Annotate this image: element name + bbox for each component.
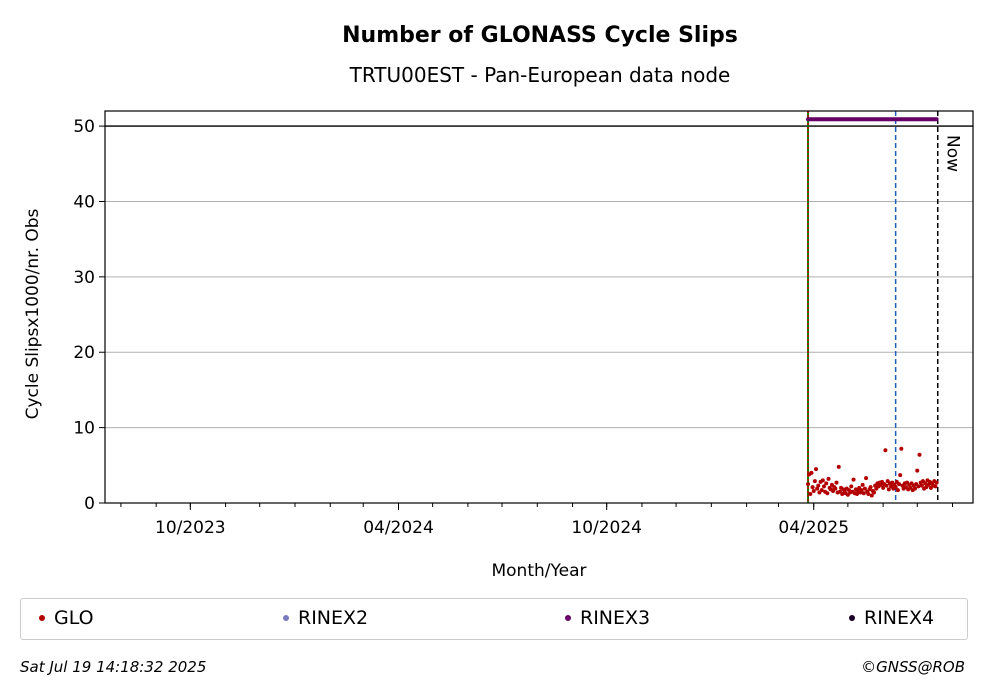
data-points: [806, 117, 939, 498]
y-axis-ticks: 0 10 20 30 40 50: [73, 117, 105, 514]
data-point-glo: [815, 486, 820, 491]
now-label: Now: [943, 135, 963, 172]
x-tick-label: 10/2024: [571, 518, 642, 538]
data-point-glo: [898, 473, 903, 478]
legend: GLO RINEX2 RINEX3 RINEX4: [20, 598, 968, 640]
data-point-glo: [825, 491, 830, 496]
legend-item-rinex2: RINEX2: [283, 607, 368, 629]
legend-label-glo: GLO: [54, 607, 94, 629]
data-point-glo: [919, 483, 924, 488]
data-point-glo: [899, 446, 904, 451]
data-point-glo: [836, 464, 841, 469]
data-point-glo: [833, 486, 838, 491]
data-point-glo: [824, 481, 829, 486]
data-point-glo: [933, 484, 938, 489]
data-point-glo: [834, 480, 839, 485]
legend-item-glo: GLO: [39, 607, 94, 629]
y-tick-label: 0: [84, 494, 95, 514]
data-point-glo: [821, 484, 826, 489]
gridlines: [105, 125, 973, 429]
x-tick-label: 04/2024: [363, 518, 434, 538]
y-tick-label: 30: [73, 268, 95, 288]
data-point-glo: [886, 487, 891, 492]
data-point-glo: [893, 485, 898, 490]
data-point-glo: [926, 482, 931, 487]
data-point-glo: [878, 482, 883, 487]
y-tick-label: 40: [73, 192, 95, 212]
data-point-glo: [854, 491, 859, 496]
data-point-glo: [862, 486, 867, 491]
data-point-glo: [869, 493, 874, 498]
data-point-glo: [816, 483, 821, 488]
data-point-glo: [864, 476, 869, 481]
footer-credit: ©GNSS@ROB: [861, 658, 965, 676]
data-point-glo: [860, 482, 865, 487]
x-axis-ticks: 10/2023 04/2024 10/2024 04/2025: [120, 503, 954, 538]
data-point-glo: [849, 484, 854, 489]
data-point-glo: [826, 476, 831, 481]
data-point-glo: [820, 478, 825, 483]
data-point-glo: [872, 490, 877, 495]
footer-timestamp: Sat Jul 19 14:18:32 2025: [20, 658, 207, 676]
rinex3-marker-icon: [565, 615, 571, 621]
data-point-glo: [866, 491, 871, 496]
data-point-glo: [840, 491, 845, 496]
data-point-glo: [923, 481, 928, 486]
y-tick-label: 10: [73, 419, 95, 439]
chart-subtitle: TRTU00EST - Pan-European data node: [349, 63, 731, 87]
data-point-glo: [916, 484, 921, 489]
data-point-glo: [934, 480, 939, 485]
data-point-glo: [808, 491, 813, 496]
data-point-glo: [868, 485, 873, 490]
data-point-glo: [861, 491, 866, 496]
y-tick-label: 50: [73, 117, 95, 137]
data-point-glo: [917, 452, 922, 457]
x-tick-label: 10/2023: [155, 518, 226, 538]
plot-frame: [104, 110, 974, 504]
data-point-glo: [811, 488, 816, 493]
data-point-glo: [859, 488, 864, 493]
data-point-glo: [810, 485, 815, 490]
rinex2-marker-icon: [283, 615, 289, 621]
data-point-rinex3: [934, 117, 939, 122]
glo-marker-icon: [39, 615, 45, 621]
y-axis-label: Cycle Slipsx1000/nr. Obs: [23, 208, 43, 419]
rinex4-marker-icon: [849, 615, 855, 621]
data-point-glo: [895, 488, 900, 493]
data-point-glo: [809, 470, 814, 475]
data-point-glo: [812, 479, 817, 484]
x-tick-label: 04/2025: [778, 518, 849, 538]
data-point-glo: [819, 488, 824, 493]
data-point-glo: [884, 483, 889, 488]
data-point-glo: [806, 482, 811, 487]
legend-item-rinex4: RINEX4: [849, 607, 934, 629]
x-axis-label: Month/Year: [491, 561, 586, 581]
legend-label-rinex2: RINEX2: [298, 607, 369, 629]
legend-label-rinex4: RINEX4: [864, 607, 935, 629]
data-point-glo: [851, 477, 856, 482]
data-point-glo: [883, 448, 888, 453]
data-point-glo: [814, 467, 819, 472]
legend-item-rinex3: RINEX3: [565, 607, 650, 629]
data-point-glo: [915, 468, 920, 473]
reference-lines: Now: [105, 111, 973, 503]
data-point-glo: [881, 485, 886, 490]
data-point-glo: [897, 482, 902, 487]
chart-title: Number of GLONASS Cycle Slips: [342, 23, 738, 48]
legend-label-rinex3: RINEX3: [580, 607, 651, 629]
y-tick-label: 20: [73, 343, 95, 363]
data-point-glo: [912, 486, 917, 491]
